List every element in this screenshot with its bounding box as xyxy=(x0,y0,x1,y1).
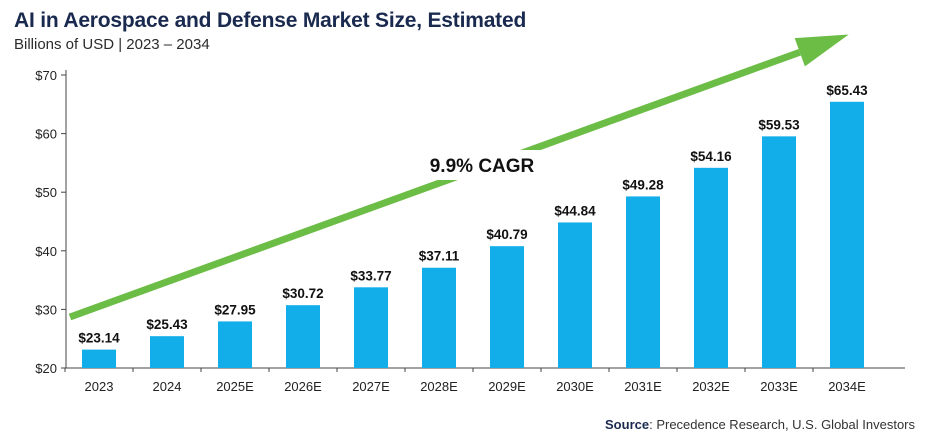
y-tick-label: $50 xyxy=(35,185,57,200)
x-tick-label: 2032E xyxy=(692,379,730,394)
cagr-arrow-shaft xyxy=(68,48,801,321)
cagr-label-bg xyxy=(420,150,544,180)
y-tick-label: $20 xyxy=(35,361,57,376)
source-text: : Precedence Research, U.S. Global Inves… xyxy=(649,417,915,432)
bar xyxy=(830,101,864,368)
bar xyxy=(762,136,796,368)
cagr-label: 9.9% CAGR xyxy=(430,156,535,177)
data-label: $49.28 xyxy=(622,177,664,192)
bar xyxy=(354,287,388,368)
data-label: $40.79 xyxy=(486,227,527,242)
x-tick-label: 2026E xyxy=(284,379,322,394)
data-label: $30.72 xyxy=(282,286,323,301)
bar xyxy=(82,349,116,368)
x-tick-label: 2028E xyxy=(420,379,458,394)
source-note: Source: Precedence Research, U.S. Global… xyxy=(605,417,915,432)
data-label: $37.11 xyxy=(419,249,460,264)
cagr-arrow xyxy=(68,34,849,321)
y-tick-label: $60 xyxy=(35,127,57,142)
bar xyxy=(218,321,252,368)
x-tick-label: 2034E xyxy=(828,379,866,394)
x-tick-label: 2031E xyxy=(624,379,662,394)
x-tick-label: 2030E xyxy=(556,379,594,394)
x-tick-label: 2025E xyxy=(216,379,254,394)
x-tick-label: 2027E xyxy=(352,379,390,394)
x-tick-label: 2024 xyxy=(153,379,182,394)
data-label: $54.16 xyxy=(690,149,732,164)
source-label: Source xyxy=(605,417,650,432)
data-label: $33.77 xyxy=(350,268,391,283)
x-tick-label: 2029E xyxy=(488,379,526,394)
cagr-arrow-head xyxy=(794,34,849,67)
y-tick-label: $70 xyxy=(35,68,57,83)
bar xyxy=(694,167,728,368)
x-tick-label: 2023 xyxy=(85,379,114,394)
data-label: $25.43 xyxy=(146,317,188,332)
bar xyxy=(558,222,592,368)
y-tick-label: $40 xyxy=(35,244,57,259)
bar xyxy=(490,246,524,368)
bar xyxy=(150,336,184,368)
bar xyxy=(626,196,660,368)
x-tick-label: 2033E xyxy=(760,379,798,394)
y-tick-label: $30 xyxy=(35,302,57,317)
data-label: $23.14 xyxy=(78,331,120,346)
data-label: $44.84 xyxy=(554,203,596,218)
data-label: $27.95 xyxy=(214,302,256,317)
bar xyxy=(286,305,320,368)
chart-subtitle: Billions of USD | 2023 – 2034 xyxy=(14,36,210,53)
bar xyxy=(422,267,456,368)
data-label: $65.43 xyxy=(826,83,868,98)
chart-title: AI in Aerospace and Defense Market Size,… xyxy=(14,9,527,32)
data-label: $59.53 xyxy=(758,117,800,132)
